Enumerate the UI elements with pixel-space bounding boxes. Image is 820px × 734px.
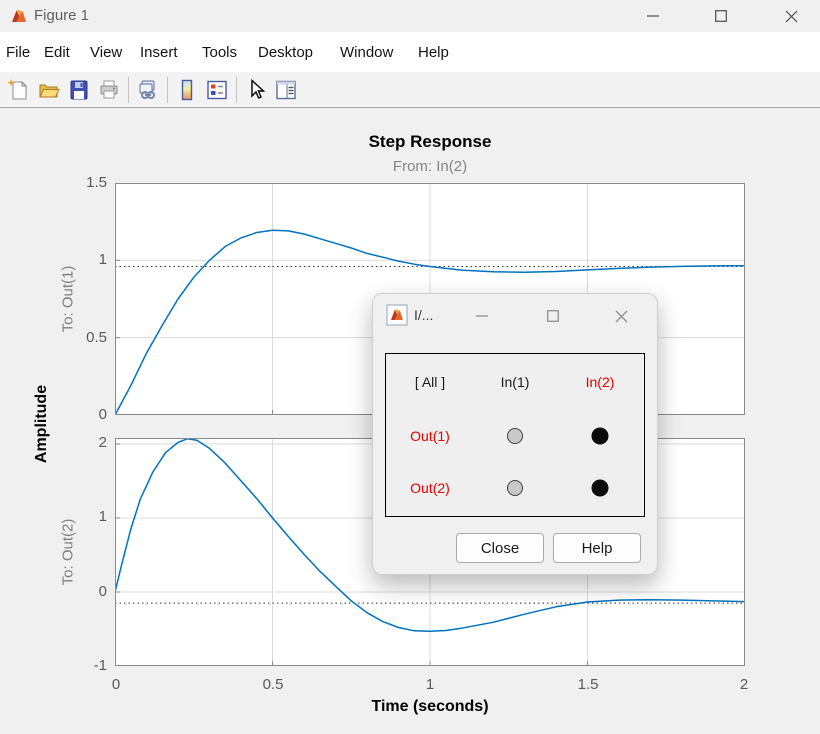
ylabel-to-out1: To: Out(1)	[59, 265, 77, 333]
minimize-button[interactable]	[630, 2, 676, 30]
menu-help[interactable]: Help	[418, 43, 449, 61]
menu-window[interactable]: Window	[340, 43, 394, 61]
ylabel-amplitude: Amplitude	[33, 384, 50, 464]
open-file-button[interactable]	[34, 75, 64, 105]
io-header-all[interactable]: [ All ]	[414, 374, 446, 390]
toolbar-separator	[236, 76, 237, 103]
link-plot-icon	[139, 80, 155, 99]
io-selector-dialog: I/... [ All ] In(1) In(2) Out(1) Out(2) …	[372, 293, 658, 575]
io-radio-out1-in2[interactable]	[591, 427, 609, 445]
ytick-lower-1: 1	[98, 508, 107, 525]
xtick-0_5: 0.5	[262, 676, 284, 693]
io-selector-grid: [ All ] In(1) In(2) Out(1) Out(2)	[385, 353, 645, 517]
save-icon	[70, 80, 88, 99]
io-radio-out2-in1[interactable]	[507, 480, 523, 496]
plot-subtitle: From: In(2)	[392, 158, 468, 175]
io-radio-out1-in1[interactable]	[507, 428, 523, 444]
plot-browser-icon	[276, 80, 296, 99]
new-figure-button[interactable]	[4, 75, 34, 105]
toolbar-separator	[128, 76, 129, 103]
dialog-minimize-button[interactable]	[464, 302, 500, 330]
edit-plot-button[interactable]	[241, 75, 271, 105]
xtick-0: 0	[111, 676, 121, 693]
menu-desktop[interactable]: Desktop	[258, 43, 314, 61]
ytick-upper-1_5: 1.5	[86, 174, 107, 191]
insert-colorbar-button[interactable]	[172, 75, 202, 105]
close-icon	[785, 10, 797, 22]
io-header-in2[interactable]: In(2)	[585, 374, 615, 390]
insert-legend-button[interactable]	[202, 75, 232, 105]
toolbar-separator	[167, 76, 168, 103]
new-figure-icon	[7, 78, 28, 99]
window-title: Figure 1	[34, 7, 90, 24]
legend-icon	[207, 80, 227, 99]
menu-bar: File Edit View Insert Tools Desktop Wind…	[0, 32, 820, 91]
xtick-2: 2	[739, 676, 749, 693]
xlabel-time: Time (seconds)	[371, 698, 489, 715]
minimize-icon	[647, 15, 659, 17]
ylabel-to-out2: To: Out(2)	[59, 518, 77, 586]
link-plot-button[interactable]	[133, 75, 163, 105]
plot-title: Step Response	[368, 132, 492, 151]
xtick-1: 1	[425, 676, 435, 693]
ytick-upper-0: 0	[98, 406, 107, 423]
menu-file[interactable]: File	[6, 43, 31, 61]
window-titlebar: Figure 1	[0, 0, 820, 32]
plot-browser-button[interactable]	[271, 75, 301, 105]
io-row-label-out2[interactable]: Out(2)	[410, 480, 450, 496]
dialog-close-action-button[interactable]: Close	[456, 533, 544, 563]
ytick-upper-1: 1	[98, 251, 107, 268]
xtick-1_5: 1.5	[577, 676, 599, 693]
cursor-arrow-icon	[251, 78, 266, 99]
close-button[interactable]	[768, 2, 814, 30]
dialog-close-icon	[615, 310, 627, 322]
io-radio-out2-in2[interactable]	[591, 479, 609, 497]
print-icon	[100, 80, 118, 98]
dialog-maximize-button[interactable]	[535, 302, 571, 330]
maximize-button[interactable]	[698, 2, 744, 30]
ytick-lower-m1: -1	[93, 657, 107, 674]
dialog-maximize-icon	[547, 310, 559, 322]
io-row-label-out1[interactable]: Out(1)	[410, 428, 450, 444]
dialog-close-button[interactable]	[603, 302, 639, 330]
menu-edit[interactable]: Edit	[44, 43, 70, 61]
print-figure-button[interactable]	[94, 75, 124, 105]
dialog-matlab-icon	[386, 304, 408, 326]
dialog-minimize-icon	[476, 315, 488, 317]
ytick-lower-0: 0	[98, 583, 107, 600]
menu-view[interactable]: View	[90, 43, 123, 61]
matlab-logo-icon	[12, 10, 26, 22]
menu-tools[interactable]: Tools	[202, 43, 238, 61]
open-folder-icon	[39, 84, 60, 97]
ytick-lower-2: 2	[98, 434, 107, 451]
save-figure-button[interactable]	[64, 75, 94, 105]
menu-insert[interactable]: Insert	[140, 43, 178, 61]
io-header-in1[interactable]: In(1)	[500, 374, 530, 390]
figure-toolbar	[0, 72, 820, 108]
dialog-help-button[interactable]: Help	[553, 533, 641, 563]
dialog-title: I/...	[414, 307, 434, 323]
ytick-upper-0_5: 0.5	[86, 329, 107, 346]
maximize-icon	[715, 10, 727, 22]
colorbar-icon	[181, 79, 193, 100]
